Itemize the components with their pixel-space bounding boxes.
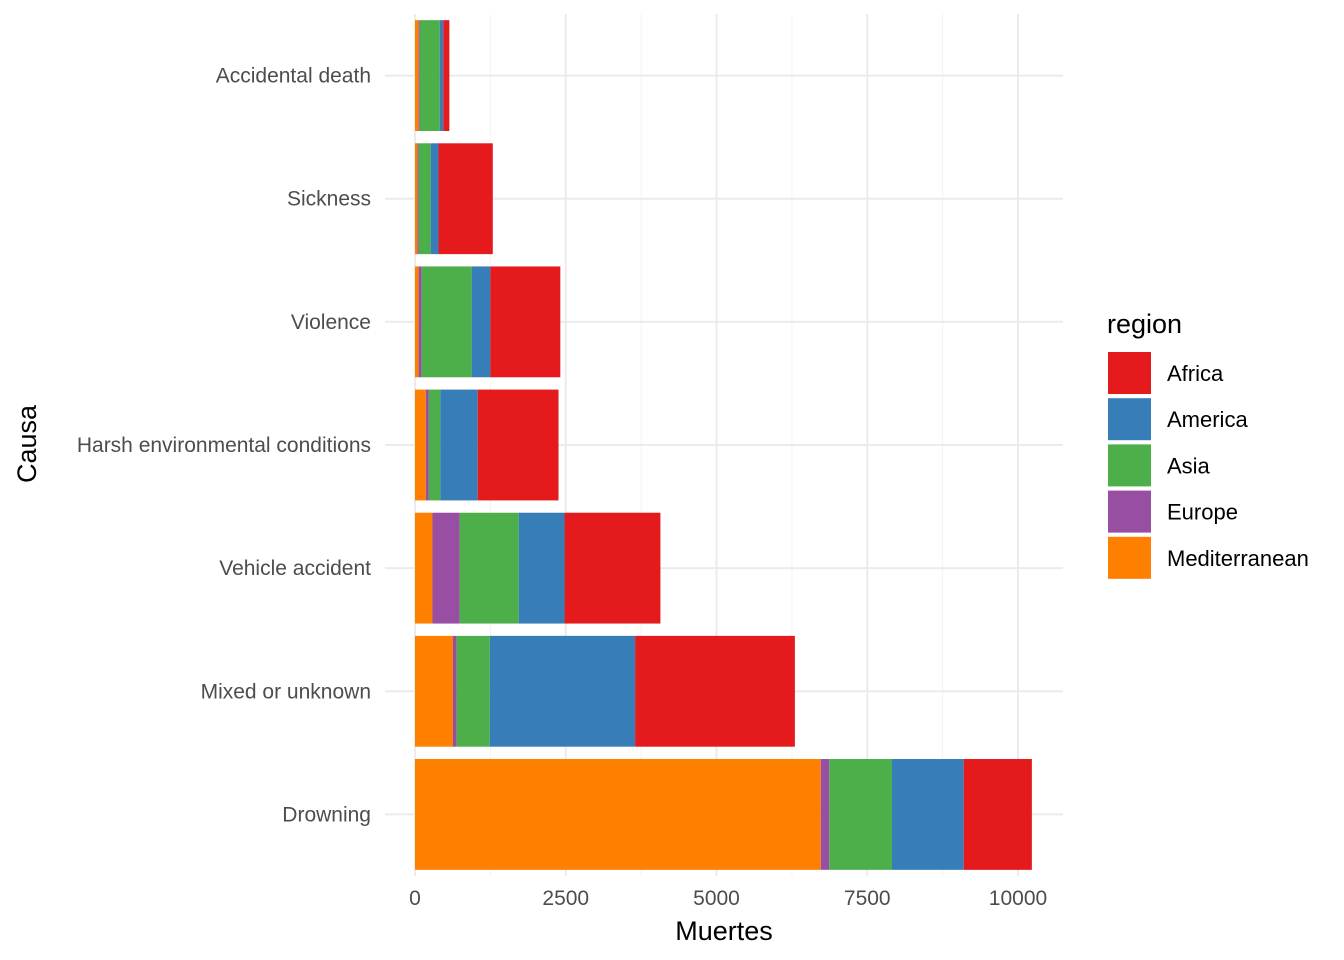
y-tick-label: Drowning <box>282 803 371 826</box>
legend-swatch-america <box>1108 398 1151 441</box>
y-tick-label: Accidental death <box>216 65 371 88</box>
bar-segment-america <box>440 389 478 501</box>
bar-segment-europe <box>820 759 830 870</box>
y-tick-label: Harsh environmental conditions <box>77 434 371 457</box>
legend-swatch-asia <box>1108 444 1151 487</box>
bar-segment-europe <box>418 20 420 131</box>
bar-segment-mediterranean <box>415 759 821 870</box>
bar-segment-europe <box>418 266 422 378</box>
legend-label-mediterranean: Mediterranean <box>1167 546 1309 571</box>
legend-label-asia: Asia <box>1167 453 1211 478</box>
bars <box>415 20 1032 870</box>
bar-segment-europe <box>417 143 419 255</box>
bar-segment-america <box>471 266 491 378</box>
bar-segment-mediterranean <box>415 143 418 255</box>
bar-segment-asia <box>421 266 472 378</box>
y-tick-label: Mixed or unknown <box>201 680 371 703</box>
bar-segment-europe <box>425 389 429 501</box>
bar-segment-america <box>430 143 439 255</box>
x-tick-label: 7500 <box>844 887 891 910</box>
x-tick-label: 2500 <box>542 887 589 910</box>
bar-segment-africa <box>477 389 559 501</box>
bar-segment-america <box>489 635 636 747</box>
y-axis-tick-labels: Accidental death Sickness Violence Harsh e… <box>77 65 371 827</box>
y-tick-label: Sickness <box>287 188 371 211</box>
bar-segment-asia <box>428 389 441 501</box>
bar-segment-mediterranean <box>415 512 433 624</box>
legend-title: region <box>1107 309 1182 339</box>
bar-segment-america <box>439 20 444 131</box>
legend-swatch-africa <box>1108 352 1151 394</box>
legend-label-america: America <box>1167 407 1248 432</box>
y-axis-title: Causa <box>12 404 42 483</box>
bar-segment-africa <box>443 20 450 131</box>
bar-segment-africa <box>963 759 1032 870</box>
bar-segment-mediterranean <box>415 635 453 747</box>
bar-segment-america <box>891 759 964 870</box>
bar-segment-asia <box>459 512 519 624</box>
bar-segment-europe <box>432 512 460 624</box>
bar-segment-mediterranean <box>415 389 426 501</box>
bar-segment-asia <box>456 635 490 747</box>
legend-label-europe: Europe <box>1167 500 1238 525</box>
bar-segment-asia <box>419 20 440 131</box>
bar-segment-mediterranean <box>415 266 419 378</box>
bar-segment-mediterranean <box>415 20 419 131</box>
x-axis-tick-labels: 0 2500 5000 7500 10000 <box>409 887 1047 910</box>
bar-segment-africa <box>438 143 493 255</box>
y-tick-label: Vehicle accident <box>219 557 371 580</box>
legend-swatch-europe <box>1108 490 1151 533</box>
bar-segment-africa <box>490 266 561 378</box>
bar-segment-asia <box>418 143 431 255</box>
legend-swatch-mediterranean <box>1108 536 1151 579</box>
x-tick-label: 0 <box>409 887 421 910</box>
y-tick-label: Violence <box>291 311 371 334</box>
bar-segment-africa <box>564 512 661 624</box>
x-axis-title: Muertes <box>675 916 773 946</box>
legend: region Africa America Asia Europe Mediterran… <box>1107 309 1309 579</box>
x-tick-label: 5000 <box>693 887 740 910</box>
bar-segment-america <box>518 512 565 624</box>
legend-label-africa: Africa <box>1167 361 1224 386</box>
bar-segment-africa <box>635 635 795 747</box>
x-tick-label: 10000 <box>989 887 1047 910</box>
bar-segment-europe <box>452 635 457 747</box>
bar-segment-asia <box>829 759 892 870</box>
